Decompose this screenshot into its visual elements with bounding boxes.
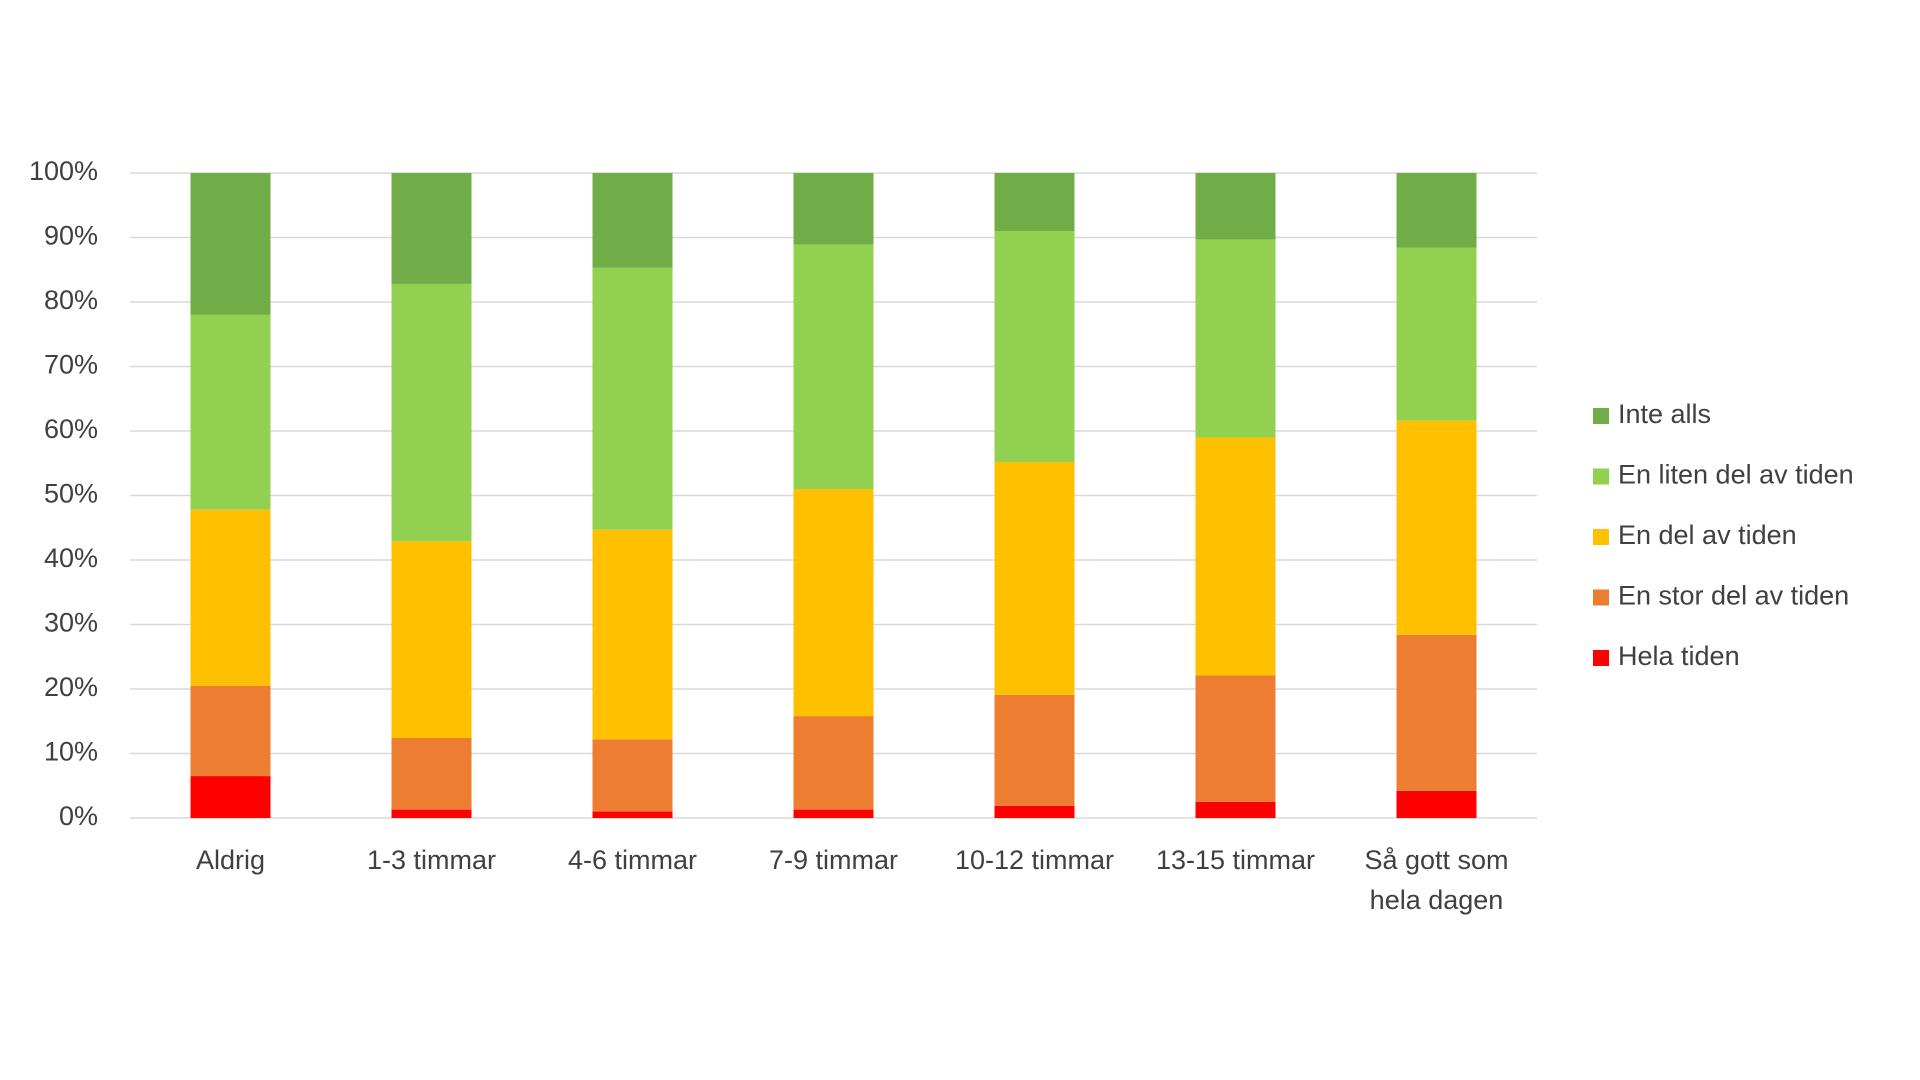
bar-segment — [1396, 634, 1477, 791]
bar-segment — [1396, 790, 1477, 818]
bar-segment — [994, 461, 1075, 695]
bar-segment — [793, 489, 874, 717]
bar-segment — [994, 173, 1075, 232]
legend-swatch — [1593, 589, 1609, 606]
bar-segment — [592, 267, 673, 530]
x-tick-label: 13-15 timmar — [1155, 845, 1316, 875]
bar-segment — [793, 173, 874, 245]
bar-segment — [391, 173, 472, 284]
y-tick-label: 60% — [44, 414, 98, 444]
bar-segment — [994, 805, 1075, 818]
bar-segment — [1396, 420, 1477, 635]
bar-segment — [391, 541, 472, 739]
bar-segment — [793, 716, 874, 810]
bar-segment — [1195, 437, 1276, 676]
bar-segment — [190, 685, 271, 777]
bar-segment — [1195, 675, 1276, 802]
bar-segment — [190, 509, 271, 686]
bar-segment — [994, 694, 1075, 806]
bar-segment — [1396, 173, 1477, 248]
x-tick-label: 1-3 timmar — [366, 845, 496, 875]
bar-segment — [592, 739, 673, 812]
y-tick-label: 20% — [44, 672, 98, 702]
bar-segment — [190, 173, 271, 315]
y-tick-label: 40% — [44, 543, 98, 573]
bar-segment — [1195, 239, 1276, 438]
y-tick-label: 80% — [44, 285, 98, 315]
bar-segment — [1195, 173, 1276, 240]
bar-segment — [592, 173, 673, 268]
bar-segment — [793, 244, 874, 490]
x-tick-label: Så gott som hela dagen — [1364, 845, 1509, 915]
y-tick-label: 0% — [59, 801, 98, 831]
legend-label: En stor del av tiden — [1618, 581, 1849, 611]
bar-segment — [391, 809, 472, 818]
bar-segment — [592, 811, 673, 818]
x-tick-label: 7-9 timmar — [768, 845, 898, 875]
bar-segment — [592, 529, 673, 740]
y-tick-label: 50% — [44, 479, 98, 509]
legend-label: Hela tiden — [1618, 641, 1740, 671]
legend-swatch — [1593, 650, 1609, 666]
x-tick-label: 4-6 timmar — [567, 845, 697, 875]
legend-swatch — [1593, 468, 1609, 485]
bar-segment — [1396, 247, 1477, 421]
legend-label: En del av tiden — [1618, 520, 1797, 550]
bar-segment — [994, 231, 1075, 462]
bar-segment — [190, 314, 271, 510]
bar-segment — [1195, 801, 1276, 818]
x-tick-label: 10-12 timmar — [954, 845, 1115, 875]
y-tick-label: 70% — [44, 350, 98, 380]
y-tick-label: 90% — [44, 221, 98, 251]
legend-label: En liten del av tiden — [1618, 460, 1854, 490]
legend-swatch — [1593, 408, 1609, 424]
legend-swatch — [1593, 529, 1609, 545]
y-tick-label: 100% — [29, 156, 98, 186]
bar-segment — [391, 738, 472, 810]
y-tick-label: 30% — [44, 608, 98, 638]
y-tick-label: 10% — [44, 737, 98, 767]
bar-segment — [391, 283, 472, 542]
legend-label: Inte alls — [1618, 399, 1711, 429]
bar-segment — [793, 809, 874, 818]
x-tick-label: Aldrig — [195, 845, 266, 875]
bar-segment — [190, 776, 271, 818]
